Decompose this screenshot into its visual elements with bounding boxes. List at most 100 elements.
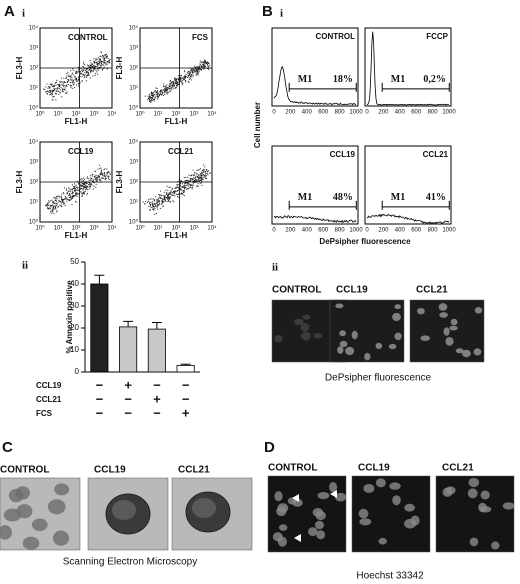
plot-frame bbox=[364, 145, 452, 225]
x-tick-label: 10² bbox=[172, 226, 181, 232]
event-dot bbox=[166, 192, 168, 194]
image-label: CCL19 bbox=[336, 285, 368, 296]
event-dot bbox=[151, 202, 153, 204]
event-dot bbox=[173, 192, 175, 194]
event-dot bbox=[43, 88, 45, 90]
event-dot bbox=[208, 63, 210, 64]
event-dot bbox=[62, 91, 64, 93]
event-dot bbox=[72, 68, 74, 70]
event-dot bbox=[45, 91, 47, 93]
treatment-label: FCS bbox=[36, 409, 53, 418]
event-dot bbox=[154, 203, 156, 205]
event-dot bbox=[177, 196, 179, 198]
event-dot bbox=[81, 178, 83, 180]
event-dot bbox=[83, 74, 85, 76]
event-dot bbox=[189, 75, 191, 77]
cell bbox=[417, 308, 425, 315]
event-dot bbox=[193, 180, 195, 182]
event-dot bbox=[178, 187, 180, 189]
event-dot bbox=[198, 179, 200, 181]
y-tick-label: 10 bbox=[70, 345, 79, 354]
event-dot bbox=[55, 205, 57, 206]
event-dot bbox=[171, 87, 173, 88]
event-dot bbox=[81, 71, 83, 72]
event-dot bbox=[203, 68, 205, 69]
event-dot bbox=[82, 192, 84, 194]
x-axis-label: FL1-H bbox=[165, 231, 188, 240]
event-dot bbox=[76, 84, 77, 86]
event-dot bbox=[153, 94, 155, 96]
cell bbox=[438, 303, 448, 311]
event-dot bbox=[68, 75, 70, 77]
event-dot bbox=[151, 98, 153, 100]
cell bbox=[16, 504, 33, 519]
event-dot bbox=[89, 69, 91, 70]
event-dot bbox=[167, 189, 169, 191]
event-dot bbox=[191, 175, 192, 176]
event-dot bbox=[102, 57, 104, 59]
event-dot bbox=[77, 71, 79, 73]
event-dot bbox=[194, 178, 196, 180]
cell bbox=[313, 333, 323, 339]
event-dot bbox=[73, 69, 75, 71]
event-dot bbox=[207, 68, 209, 69]
event-dot bbox=[165, 85, 167, 87]
event-dot bbox=[149, 205, 151, 207]
event-dot bbox=[53, 208, 55, 210]
event-dot bbox=[99, 55, 101, 57]
event-dot bbox=[87, 68, 89, 70]
event-dot bbox=[149, 94, 150, 95]
event-dot bbox=[99, 61, 100, 63]
event-dot bbox=[182, 192, 183, 194]
event-dot bbox=[68, 79, 70, 81]
event-dot bbox=[174, 87, 176, 89]
event-dot bbox=[92, 66, 94, 68]
event-dot bbox=[72, 72, 73, 74]
event-dot bbox=[184, 191, 185, 193]
event-dot bbox=[172, 86, 174, 88]
event-dot bbox=[76, 78, 77, 80]
event-dot bbox=[81, 182, 83, 184]
event-dot bbox=[181, 84, 183, 85]
cell bbox=[22, 536, 40, 550]
event-dot bbox=[181, 183, 183, 185]
event-dot bbox=[77, 72, 79, 74]
event-dot bbox=[92, 180, 93, 182]
event-dot bbox=[60, 82, 62, 84]
event-dot bbox=[204, 169, 206, 171]
x-tick-label: 10⁰ bbox=[135, 225, 145, 232]
cell bbox=[378, 537, 387, 545]
event-dot bbox=[159, 201, 161, 203]
event-dot bbox=[203, 171, 205, 173]
error-bar bbox=[180, 363, 191, 366]
event-dot bbox=[75, 184, 77, 186]
gate-label: M1 bbox=[391, 74, 405, 85]
event-dot bbox=[48, 91, 50, 93]
x-tick-label: 10⁰ bbox=[35, 225, 45, 232]
cell bbox=[274, 491, 283, 502]
event-dot bbox=[71, 82, 73, 83]
event-dot bbox=[70, 70, 72, 72]
event-dot bbox=[157, 208, 159, 210]
event-dot bbox=[46, 91, 48, 92]
event-dot bbox=[182, 82, 184, 84]
event-dot bbox=[193, 175, 195, 176]
event-dot bbox=[97, 66, 99, 68]
event-dot bbox=[104, 58, 106, 59]
event-dot bbox=[100, 51, 102, 53]
x-tick-label: 0 bbox=[365, 228, 369, 234]
event-dot bbox=[85, 187, 87, 189]
event-dot bbox=[82, 185, 84, 187]
treatment-label: CCL19 bbox=[36, 381, 62, 390]
event-dot bbox=[81, 69, 83, 71]
treatment-sign: − bbox=[153, 377, 161, 392]
event-dot bbox=[57, 201, 59, 203]
event-dot bbox=[175, 78, 176, 80]
histogram-trace bbox=[366, 213, 450, 225]
event-dot bbox=[104, 55, 106, 56]
event-dot bbox=[82, 184, 84, 186]
event-dot bbox=[55, 211, 57, 213]
event-dot bbox=[205, 171, 207, 173]
treatment-sign: + bbox=[182, 405, 190, 420]
y-tick-label: 10² bbox=[29, 66, 38, 72]
